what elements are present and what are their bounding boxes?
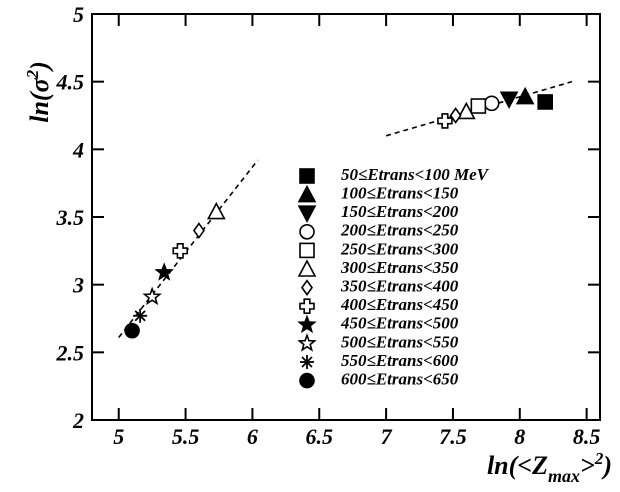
scatter-point: [456, 101, 476, 120]
legend-label: 50≤Etrans<100 MeV: [341, 165, 490, 184]
scatter-point: [449, 107, 462, 124]
legend-marker: [299, 242, 315, 259]
y-label-end: ): [25, 61, 54, 72]
legend-label: 450≤Etrans<500: [340, 314, 459, 333]
legend-marker: [300, 355, 314, 369]
x-tick-label: 6: [247, 424, 258, 449]
scatter-point: [124, 322, 140, 339]
y-tick-label: 2.5: [56, 340, 85, 365]
legend-marker: [297, 333, 317, 352]
legend-label: 500≤Etrans<550: [341, 332, 459, 351]
asterisk-stroke: [134, 310, 146, 322]
x-label-sub: max: [548, 466, 580, 486]
scatter-point: [470, 98, 487, 114]
x-tick-label: 6.5: [306, 424, 334, 449]
x-axis-label: ln(<Zmax>2): [487, 449, 612, 486]
legend-marker: [299, 168, 315, 184]
y-tick-label: 5: [73, 2, 84, 27]
x-label-sup: 2: [594, 449, 604, 468]
y-label-main: ln(σ: [25, 77, 54, 122]
scatter-point: [437, 113, 453, 129]
x-tick-label: 7: [381, 424, 393, 449]
scatter-point: [206, 201, 226, 220]
x-label-main: ln(<Z: [487, 451, 548, 480]
legend-label: 150≤Etrans<200: [341, 202, 459, 221]
x-tick-label: 5.5: [172, 424, 200, 449]
legend-label: 300≤Etrans<350: [340, 258, 459, 277]
y-tick-label: 2: [72, 408, 84, 433]
y-label-sup: 2: [23, 69, 42, 79]
scatter-point: [483, 95, 500, 112]
scatter-point: [154, 262, 174, 281]
legend-label: 350≤Etrans<400: [340, 277, 459, 296]
x-label-mid: >: [580, 451, 595, 480]
scatter-point: [499, 91, 519, 109]
legend-marker: [301, 279, 313, 296]
legend-marker: [299, 224, 315, 240]
x-tick-label: 8.5: [573, 424, 601, 449]
x-tick-label: 5: [113, 424, 124, 449]
legend-label: 100≤Etrans<150: [341, 184, 459, 203]
legend-marker: [297, 314, 317, 334]
legend-marker: [299, 372, 315, 389]
legend-label: 550≤Etrans<600: [341, 351, 459, 370]
scatter-point: [133, 308, 148, 323]
legend-marker: [297, 259, 317, 277]
scatter-point: [142, 286, 162, 306]
legend-label: 200≤Etrans<250: [340, 221, 459, 240]
scatter-point: [515, 86, 535, 105]
scatter-point: [172, 243, 189, 259]
legend-marker: [297, 184, 317, 203]
x-tick-label: 8: [514, 424, 525, 449]
legend-label: 600≤Etrans<650: [341, 370, 459, 389]
legend-label: 250≤Etrans<300: [340, 239, 459, 258]
scatter-point: [192, 222, 205, 239]
scatter-point: [537, 94, 553, 110]
y-tick-label: 4: [72, 137, 84, 162]
x-tick-label: 7.5: [439, 424, 467, 449]
legend-label: 400≤Etrans<450: [340, 295, 459, 314]
y-tick-label: 3.5: [56, 205, 85, 230]
y-axis-label: ln(σ2): [23, 61, 54, 123]
asterisk-stroke: [301, 356, 313, 368]
legend-marker: [297, 205, 317, 223]
y-tick-label: 4.5: [56, 70, 85, 95]
fit-line: [118, 159, 259, 338]
x-label-end: ): [601, 451, 612, 480]
legend-marker: [299, 298, 315, 315]
y-tick-label: 3: [72, 273, 84, 298]
